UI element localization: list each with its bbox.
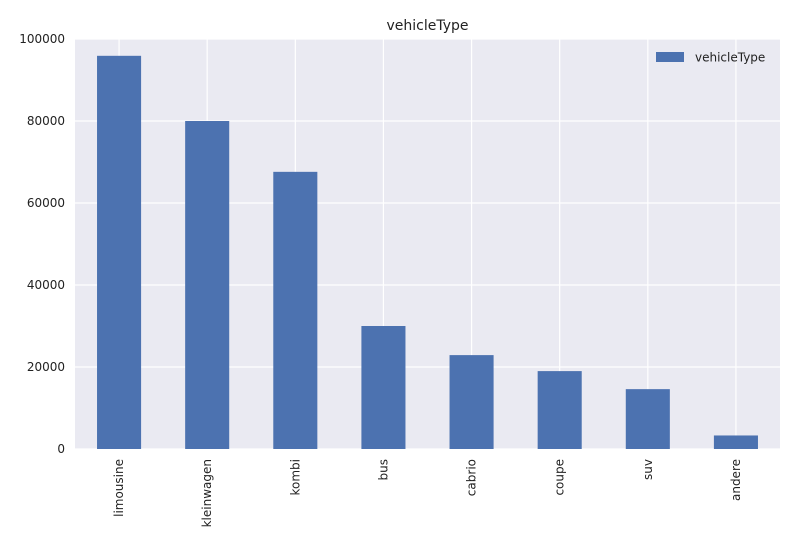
x-tick-label: andere <box>729 459 743 501</box>
y-axis-ticks: 0 20000 40000 60000 80000 100000 <box>19 32 65 456</box>
y-tick-label: 80000 <box>27 114 65 128</box>
bar-kombi <box>273 171 318 449</box>
x-tick-label: cabrio <box>465 459 479 496</box>
x-tick-label: kleinwagen <box>200 459 214 527</box>
bar-bus <box>361 326 406 449</box>
x-axis-ticks: limousine kleinwagen kombi bus cabrio coupe su… <box>112 459 743 527</box>
bars <box>97 55 758 450</box>
legend-label: vehicleType <box>695 51 765 65</box>
y-tick-label: 0 <box>57 442 65 456</box>
bar-andere <box>713 435 758 449</box>
bar-limousine <box>97 55 142 450</box>
x-tick-label: bus <box>376 459 390 480</box>
x-tick-label: coupe <box>553 459 567 496</box>
bar-coupe <box>537 371 582 449</box>
legend: vehicleType <box>656 51 765 65</box>
legend-swatch <box>656 52 684 62</box>
y-tick-label: 100000 <box>19 32 65 46</box>
bar-cabrio <box>449 355 494 449</box>
y-tick-label: 60000 <box>27 196 65 210</box>
y-tick-label: 20000 <box>27 360 65 374</box>
bar-kleinwagen <box>185 121 230 449</box>
chart-title: vehicleType <box>386 18 468 34</box>
bar-suv <box>625 389 670 449</box>
x-tick-label: kombi <box>288 459 302 496</box>
x-tick-label: suv <box>641 459 655 480</box>
x-tick-label: limousine <box>112 459 126 517</box>
y-tick-label: 40000 <box>27 278 65 292</box>
plot-area <box>75 39 780 449</box>
